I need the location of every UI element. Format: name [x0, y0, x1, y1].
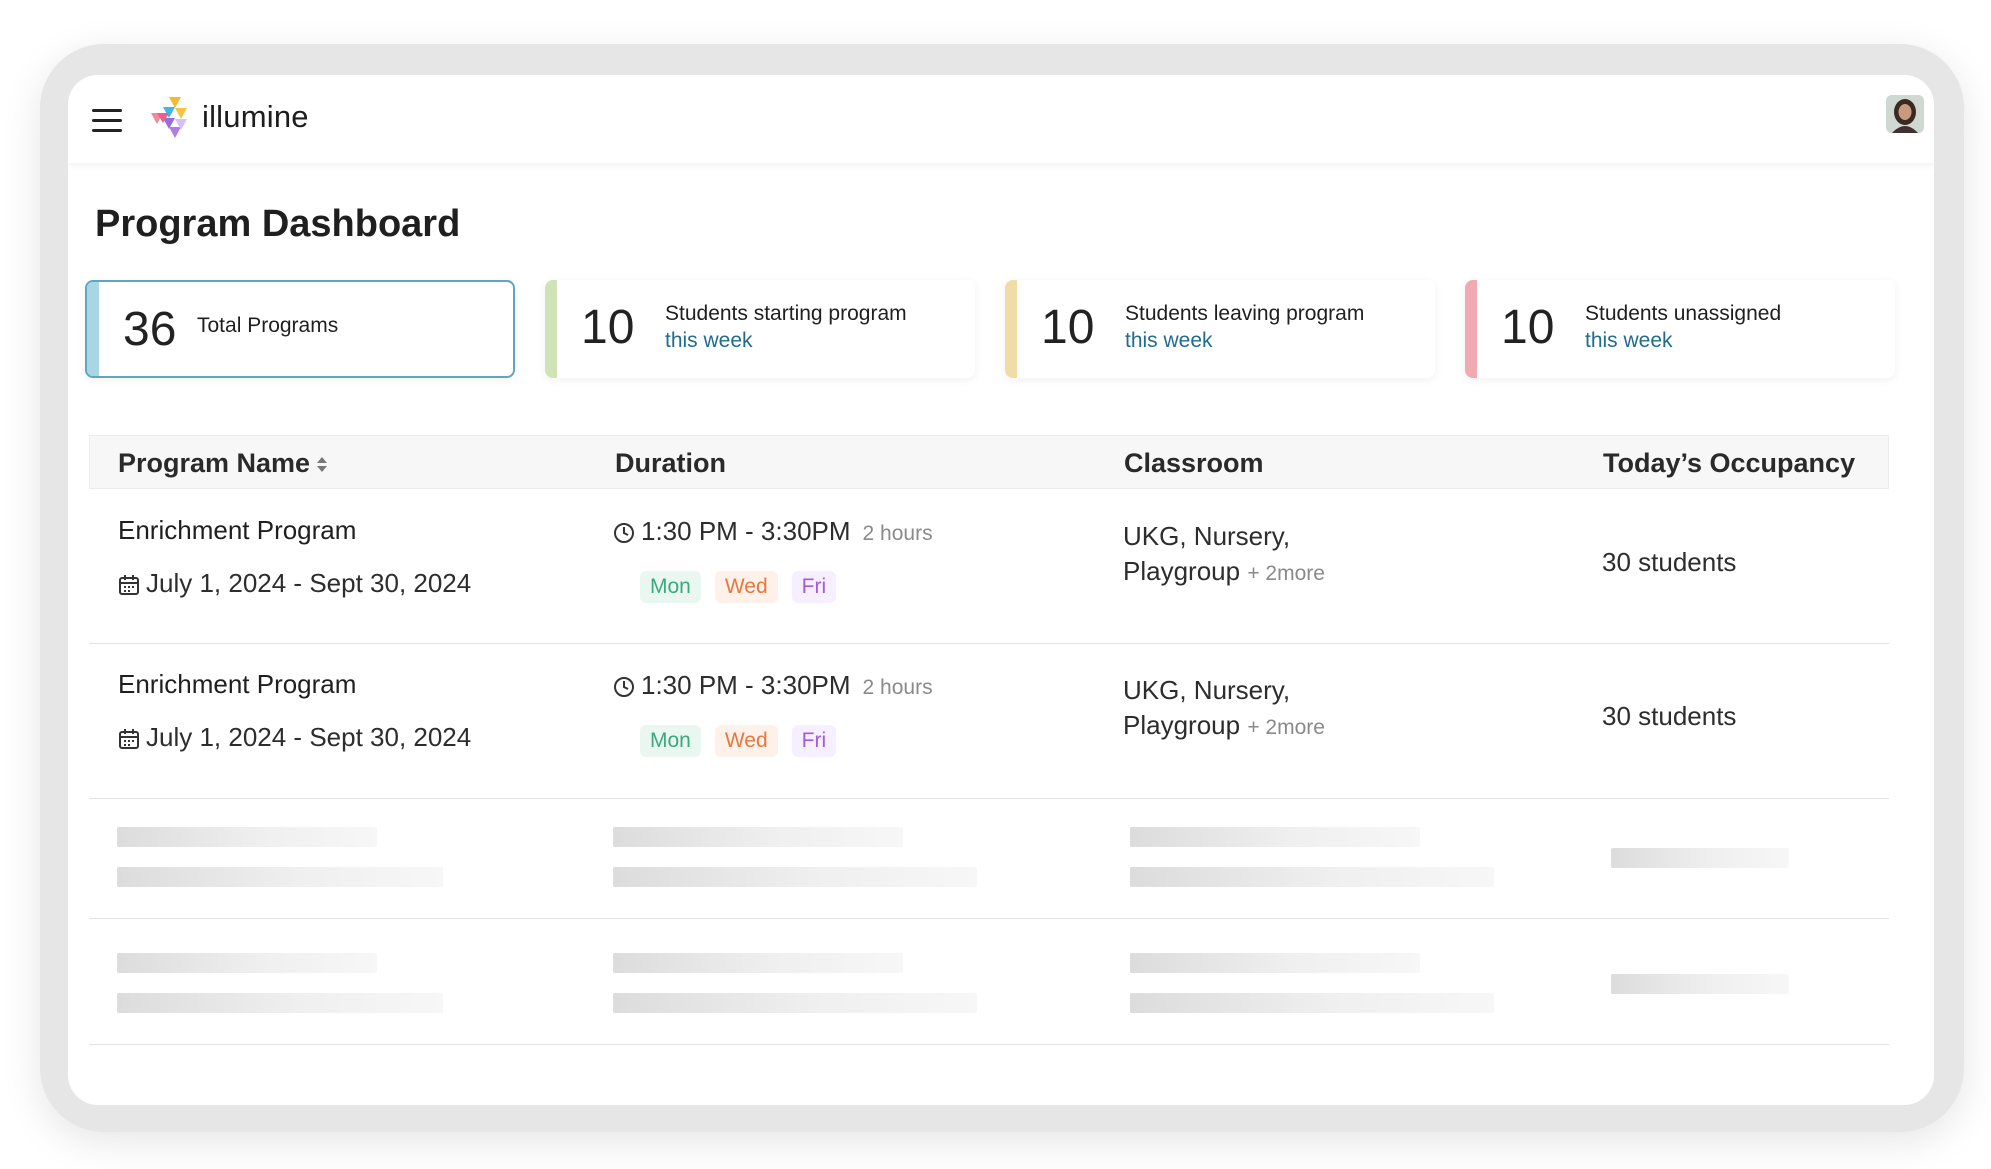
- stat-accent: [1005, 280, 1017, 378]
- skeleton-bar: [613, 953, 903, 973]
- day-pill-fri: Fri: [791, 725, 837, 757]
- calendar-icon: [119, 575, 139, 595]
- stat-value: 10: [581, 301, 635, 354]
- stat-accent: [1465, 280, 1477, 378]
- day-pill-fri: Fri: [791, 571, 837, 603]
- clock-icon: [614, 677, 634, 697]
- stat-label: Students unassigned: [1585, 302, 1782, 325]
- header-classroom: Classroom: [1124, 448, 1264, 478]
- time-text: 1:30 PM - 3:30PM: [641, 670, 851, 700]
- stat-sublabel: this week: [1125, 329, 1213, 352]
- stat-card-students-starting[interactable]: 10 Students starting program this week: [545, 280, 975, 378]
- program-name: Enrichment Program: [118, 669, 357, 699]
- brand-name: illumine: [202, 99, 309, 134]
- top-bar: illumine: [68, 75, 1934, 163]
- header-program-name[interactable]: Program Name: [118, 448, 328, 479]
- occupancy-value: 30 students: [1602, 547, 1737, 577]
- day-pill-wed: Wed: [714, 571, 778, 603]
- stat-value: 10: [1041, 301, 1095, 354]
- stat-card-students-leaving[interactable]: 10 Students leaving program this week: [1005, 280, 1435, 378]
- illumine-logo: [151, 97, 187, 138]
- stat-label: Total Programs: [197, 314, 339, 337]
- duration-hours: 2 hours: [862, 676, 933, 699]
- day-pill-mon: Mon: [640, 571, 701, 603]
- skeleton-bar: [1611, 974, 1789, 994]
- app-screen: illumine Program Dashboard 36 Total Prog…: [68, 75, 1934, 1105]
- skeleton-bar: [1130, 993, 1494, 1013]
- stat-value: 10: [1501, 301, 1555, 354]
- classroom-list: UKG, Nursery, Playgroup + 2more: [1123, 673, 1325, 745]
- table-row[interactable]: Enrichment Program July 1, 2024 - Sept 3…: [89, 489, 1889, 644]
- table-row[interactable]: Enrichment Program July 1, 2024 - Sept 3…: [89, 643, 1889, 799]
- skeleton-bar: [613, 993, 977, 1013]
- dates-text: July 1, 2024 - Sept 30, 2024: [146, 722, 472, 752]
- calendar-icon: [119, 729, 139, 749]
- user-avatar[interactable]: [1886, 95, 1924, 133]
- skeleton-bar: [117, 953, 377, 973]
- stat-value: 36: [123, 303, 177, 356]
- classroom-line: UKG, Nursery,: [1123, 521, 1291, 551]
- days-group: Mon Wed Fri: [640, 725, 850, 757]
- header-occupancy: Today’s Occupancy: [1603, 448, 1856, 478]
- skeleton-bar: [117, 827, 377, 847]
- skeleton-bar: [1130, 827, 1420, 847]
- program-dates: July 1, 2024 - Sept 30, 2024: [118, 568, 471, 599]
- hamburger-icon[interactable]: [92, 109, 122, 133]
- header-duration: Duration: [615, 448, 726, 478]
- classroom-more-link[interactable]: + 2more: [1247, 562, 1325, 585]
- program-time: 1:30 PM - 3:30PM 2 hours: [613, 670, 933, 701]
- stat-accent: [87, 282, 99, 376]
- skeleton-bar: [117, 867, 443, 887]
- skeleton-bar: [1611, 848, 1789, 868]
- stat-sublabel: this week: [665, 329, 753, 352]
- classroom-line: Playgroup: [1123, 556, 1241, 586]
- stat-sublabel: this week: [1585, 329, 1673, 352]
- stat-card-students-unassigned[interactable]: 10 Students unassigned this week: [1465, 280, 1895, 378]
- sort-icon[interactable]: [316, 456, 328, 474]
- time-text: 1:30 PM - 3:30PM: [641, 516, 851, 546]
- page-title: Program Dashboard: [95, 203, 461, 245]
- classroom-more-link[interactable]: + 2more: [1247, 716, 1325, 739]
- program-dates: July 1, 2024 - Sept 30, 2024: [118, 722, 471, 753]
- header-label: Program Name: [118, 448, 311, 478]
- table-header: Program Name Duration Classroom Today’s …: [89, 435, 1889, 489]
- skeleton-bar: [117, 993, 443, 1013]
- skeleton-bar: [613, 827, 903, 847]
- occupancy-value: 30 students: [1602, 701, 1737, 731]
- classroom-line: UKG, Nursery,: [1123, 675, 1291, 705]
- skeleton-row: [89, 798, 1889, 919]
- classroom-line: Playgroup: [1123, 710, 1241, 740]
- classroom-list: UKG, Nursery, Playgroup + 2more: [1123, 519, 1325, 591]
- day-pill-wed: Wed: [714, 725, 778, 757]
- stat-accent: [545, 280, 557, 378]
- days-group: Mon Wed Fri: [640, 571, 850, 603]
- dates-text: July 1, 2024 - Sept 30, 2024: [146, 568, 472, 598]
- skeleton-bar: [613, 867, 977, 887]
- duration-hours: 2 hours: [862, 522, 933, 545]
- clock-icon: [614, 523, 634, 543]
- program-name: Enrichment Program: [118, 515, 357, 545]
- skeleton-row: [89, 918, 1889, 1045]
- stat-label: Students leaving program: [1125, 302, 1365, 325]
- day-pill-mon: Mon: [640, 725, 701, 757]
- program-time: 1:30 PM - 3:30PM 2 hours: [613, 516, 933, 547]
- skeleton-bar: [1130, 867, 1494, 887]
- stat-card-total-programs[interactable]: 36 Total Programs: [85, 280, 515, 378]
- skeleton-bar: [1130, 953, 1420, 973]
- stat-label: Students starting program: [665, 302, 907, 325]
